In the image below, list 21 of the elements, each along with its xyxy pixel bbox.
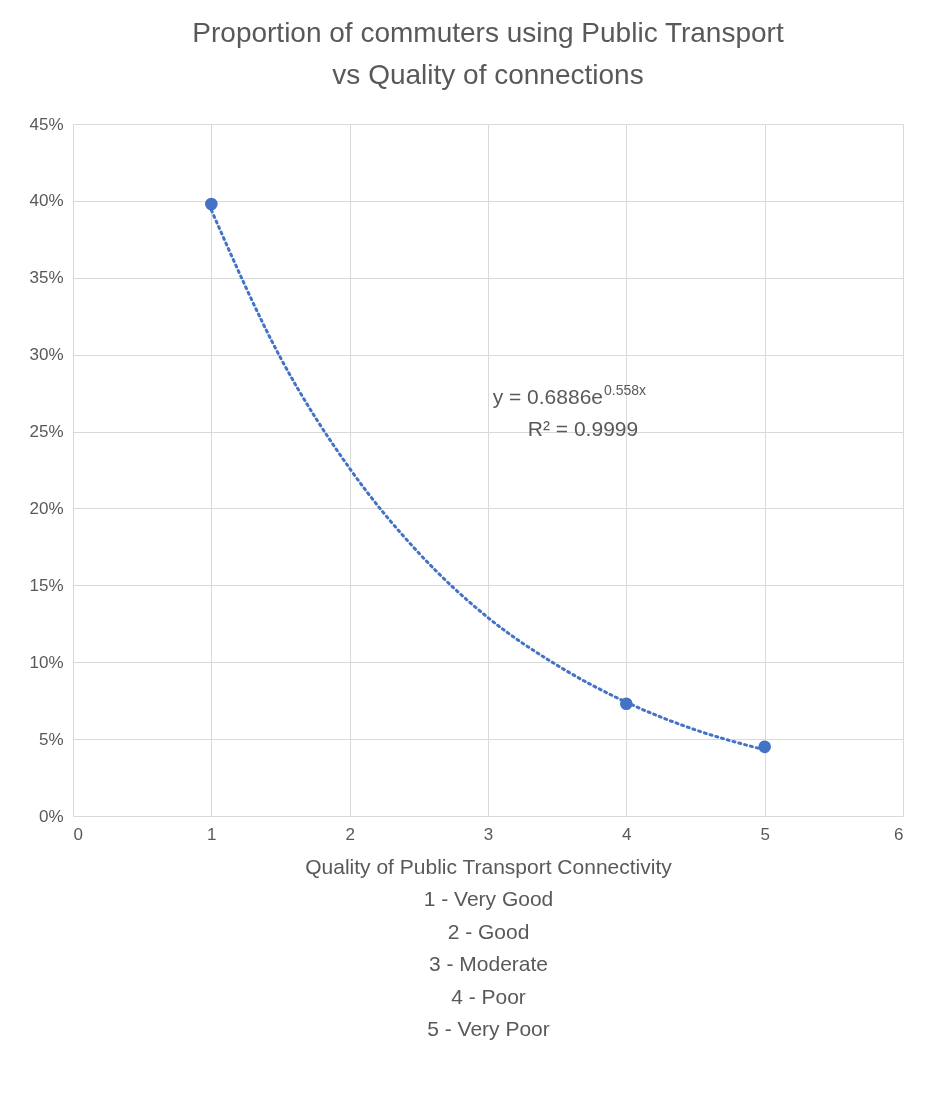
y-tick-label: 5% bbox=[38, 729, 64, 749]
chart-title: Proportion of commuters using Public Transport vs Quality of connections bbox=[192, 17, 784, 90]
y-tick-label: 15% bbox=[29, 575, 64, 595]
y-tick-label: 20% bbox=[29, 498, 64, 518]
y-tick-label: 25% bbox=[29, 422, 64, 442]
x-tick-label: 1 bbox=[207, 824, 217, 844]
annotation: R² = 0.9999 bbox=[527, 417, 639, 440]
x-tick-label: 3 bbox=[483, 824, 494, 844]
x-tick-label: 6 bbox=[894, 824, 904, 844]
y-tick-label: 45% bbox=[29, 114, 64, 134]
x-tick-label: 4 bbox=[622, 824, 632, 844]
x-tick-label: 0 bbox=[73, 824, 83, 844]
y-tick-label: 35% bbox=[29, 268, 64, 288]
x-tick-label: 5 bbox=[760, 824, 770, 844]
point bbox=[205, 197, 218, 211]
y-tick-label: 10% bbox=[29, 652, 64, 672]
x-axis-title: Quality of Public Transport Connectivity 1 - Very Good 2 - Good 3 - Moderate 4 - Poor 5 - Very Poor bbox=[305, 854, 673, 1040]
y-tick-label: 30% bbox=[29, 345, 64, 365]
x-tick-label: 2 bbox=[345, 824, 355, 844]
y-tick-label: 40% bbox=[29, 191, 64, 211]
y-tick-label: 0% bbox=[38, 806, 64, 826]
